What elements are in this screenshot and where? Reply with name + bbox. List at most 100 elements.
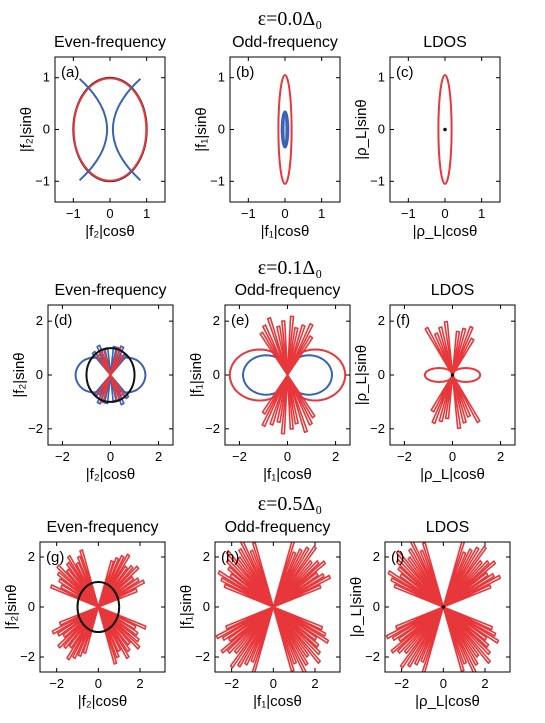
red-curve — [244, 606, 275, 666]
column-title: LDOS — [423, 34, 467, 51]
red-curve — [395, 550, 445, 608]
y-tick-label: 0 — [378, 367, 385, 382]
red-curve — [229, 606, 275, 669]
red-curve — [97, 606, 140, 643]
red-curve — [237, 556, 275, 608]
panel-tag: (f) — [396, 312, 410, 329]
plot-area — [72, 76, 148, 183]
x-axis-label: |ρ_L|cosθ — [413, 223, 478, 240]
x-tick-label: 0 — [95, 676, 102, 691]
red-curve — [286, 374, 299, 425]
red-curve — [395, 558, 445, 608]
panel-tag: (g) — [46, 549, 64, 566]
red-curve — [249, 549, 275, 608]
x-tick-label: 0 — [270, 676, 277, 691]
red-curve — [220, 577, 275, 608]
red-curve — [442, 606, 491, 656]
panel-tag: (e) — [231, 312, 249, 329]
red-curve — [238, 548, 275, 608]
panel-h: Odd-frequency −2 0 2 −2 0 2 |f₁|cosθ |f₁|sinθ (h) — [178, 519, 341, 710]
red-curve — [269, 374, 289, 426]
red-curve — [286, 322, 314, 376]
x-tick-label: −1 — [401, 206, 416, 221]
blue-curve — [282, 111, 288, 148]
red-curve — [220, 606, 275, 654]
red-curve — [109, 354, 125, 376]
x-tick-label: −2 — [397, 449, 412, 464]
red-curve — [437, 74, 453, 185]
red-curve — [408, 548, 445, 608]
y-tick-label: −2 — [195, 649, 210, 664]
red-curve — [63, 606, 100, 650]
red-curve — [276, 374, 289, 424]
y-tick-label: 0 — [36, 367, 43, 382]
red-curve — [286, 335, 314, 376]
column-title: Even-frequency — [46, 519, 158, 536]
red-curve — [225, 550, 275, 608]
y-tick-label: 0 — [378, 122, 385, 137]
y-tick-label: −1 — [210, 173, 225, 188]
red-curve — [442, 606, 480, 658]
red-curve — [387, 570, 445, 608]
red-curve — [451, 374, 481, 424]
red-curve — [451, 330, 461, 376]
red-curve — [451, 374, 471, 418]
red-curve — [390, 577, 445, 608]
red-curve — [272, 545, 317, 608]
black-curve — [85, 347, 136, 403]
x-axis-label: |f₁|cosθ — [253, 693, 302, 710]
red-curve — [50, 584, 100, 608]
red-curve — [403, 606, 445, 655]
red-curve — [390, 606, 445, 654]
panels: Even-frequency −1 0 1 −1 0 1 |f₂|cosθ |f₂|sinθ (a… — [3, 34, 516, 710]
red-curve — [419, 549, 445, 608]
y-axis-label: |f₁|sinθ — [193, 107, 210, 152]
red-curve — [420, 606, 445, 663]
column-title: Even-frequency — [54, 282, 166, 299]
red-curve — [79, 549, 100, 608]
red-curve — [442, 546, 480, 608]
red-curve — [97, 564, 134, 608]
panel-tag: (b) — [236, 64, 254, 81]
red-curve — [286, 324, 306, 376]
x-axis-label: |f₁|cosθ — [263, 466, 312, 483]
red-curve — [56, 571, 100, 608]
red-curve — [72, 606, 100, 660]
y-axis-label: |f₁|sinθ — [178, 585, 195, 630]
red-curve — [442, 542, 466, 608]
x-axis-label: |ρ_L|cosθ — [415, 693, 480, 710]
x-tick-label: 0 — [281, 206, 288, 221]
blue-curve — [280, 110, 290, 149]
x-tick-label: −2 — [224, 676, 239, 691]
y-tick-label: 0 — [373, 599, 380, 614]
red-curve — [97, 577, 140, 608]
red-curve — [385, 606, 445, 640]
x-tick-label: 0 — [441, 206, 448, 221]
red-curve — [451, 337, 475, 376]
x-axis-label: |f₂|cosθ — [86, 466, 135, 483]
red-curve — [97, 606, 147, 630]
y-tick-label: 2 — [378, 313, 385, 328]
plot-area — [74, 344, 147, 406]
row-title-2: ε=0.1Δ₀ — [258, 257, 323, 279]
x-tick-label: 0 — [107, 449, 114, 464]
panel-i: LDOS−2 0 2−202|ρ_L|cosθ|ρ_L|sinθ(i) — [348, 519, 511, 710]
red-curve — [414, 606, 445, 666]
x-axis-label: |f₁|cosθ — [261, 223, 310, 240]
red-curve — [444, 374, 454, 420]
red-curve — [259, 331, 289, 376]
red-curve — [96, 374, 112, 396]
red-curve — [442, 606, 465, 672]
column-title: Odd-frequency — [225, 519, 331, 536]
x-tick-label: 0 — [106, 206, 113, 221]
x-tick-label: −2 — [232, 449, 247, 464]
panel-a: Even-frequency −1 0 1 −1 0 1 |f₂|cosθ |f₂|sinθ (a… — [18, 34, 166, 240]
x-tick-label: 1 — [478, 206, 485, 221]
panel-g: Even-frequency −2 0 2 −2 0 2 |f₂|cosθ |f₂|sinθ (g… — [3, 519, 166, 710]
x-tick-label: 0 — [449, 449, 456, 464]
red-curve — [280, 374, 289, 435]
red-curve — [272, 551, 297, 608]
red-curve — [393, 583, 445, 608]
red-curve — [239, 542, 275, 608]
x-tick-label: −1 — [241, 206, 256, 221]
